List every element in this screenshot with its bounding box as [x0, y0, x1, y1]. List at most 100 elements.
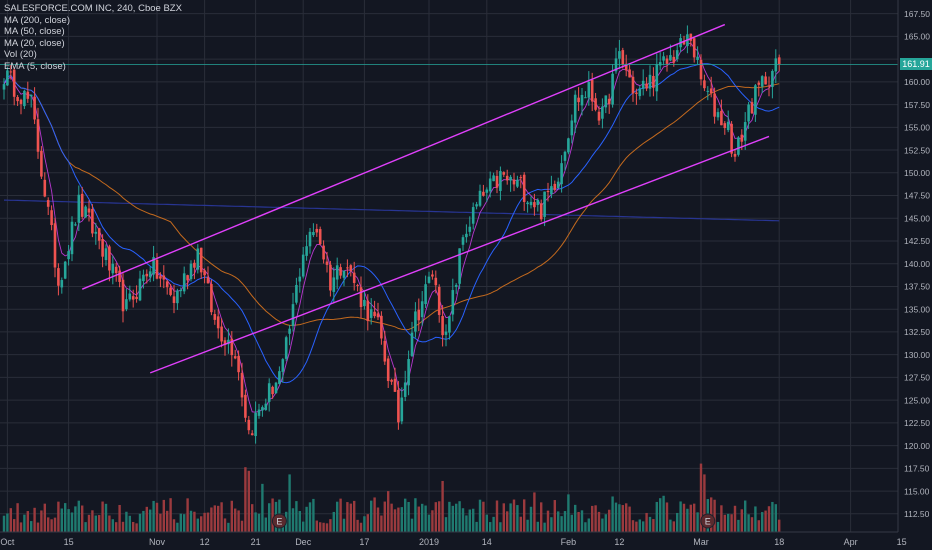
candle-body-101	[346, 267, 349, 269]
candle-30	[104, 244, 108, 266]
candle-body-161	[550, 186, 553, 195]
channel-line-lower	[149, 135, 770, 374]
volume-bar-62	[213, 505, 216, 532]
legend-symbol[interactable]: SALESFORCE.COM INC, 240, Cboe BZX	[4, 3, 182, 14]
candle-192	[655, 53, 659, 101]
volume-bar-77	[264, 517, 267, 532]
volume-bar-226	[771, 501, 774, 532]
candle-185	[631, 70, 635, 102]
candle-139	[475, 201, 478, 210]
volume-bar-112	[383, 501, 386, 532]
candle-145	[495, 170, 499, 194]
candle-body-68	[233, 356, 237, 359]
candle-45	[155, 253, 159, 280]
volume-bar-49	[169, 498, 172, 532]
legend-volume[interactable]: Vol (20)	[4, 49, 37, 60]
volume-bar-185	[631, 520, 635, 532]
candle-39	[135, 285, 138, 303]
candle-119	[407, 350, 410, 396]
volume-bar-122	[417, 506, 420, 532]
candle-body-24	[84, 206, 87, 218]
candle-body-119	[407, 358, 410, 386]
volume-bar-45	[155, 502, 159, 532]
candle-body-58	[199, 247, 203, 273]
candle-body-223	[760, 76, 764, 87]
candle-13	[46, 197, 50, 216]
candle-64	[220, 318, 223, 348]
candle-body-14	[50, 210, 53, 226]
volume-bar-1	[6, 513, 9, 532]
volume-bar-165	[563, 511, 567, 532]
time-tick-14: 15	[897, 537, 907, 547]
candle-body-182	[621, 50, 625, 65]
volume-bar-53	[183, 514, 186, 532]
candle-body-31	[108, 246, 111, 271]
candle-body-187	[638, 88, 642, 97]
volume-bar-110	[376, 507, 380, 532]
candle-body-183	[624, 63, 628, 71]
volume-bar-183	[625, 503, 628, 532]
candle-body-57	[196, 248, 200, 270]
legend-ema5[interactable]: EMA (5, close)	[4, 60, 66, 72]
candle-body-162	[553, 183, 557, 190]
volume-bar-30	[104, 503, 108, 532]
candle-body-89	[305, 246, 308, 256]
candle-125	[427, 271, 431, 284]
candle-body-114	[390, 379, 393, 382]
candle-69	[237, 350, 240, 381]
legend-ma50[interactable]: MA (50, close)	[4, 26, 65, 37]
candle-195	[665, 55, 669, 72]
candle-11	[40, 146, 43, 180]
candle-34	[118, 265, 121, 288]
candle-80	[274, 381, 278, 394]
candle-56	[193, 259, 196, 280]
ema5-line	[3, 42, 780, 413]
volume-bar-40	[138, 513, 142, 532]
volume-bar-2	[9, 508, 12, 532]
volume-bar-164	[560, 516, 563, 532]
candle-100	[342, 270, 346, 287]
candle-0	[2, 78, 6, 100]
price-tick-1: 165.00	[904, 32, 930, 42]
volume-bar-168	[574, 504, 577, 532]
candle-body-43	[148, 271, 152, 278]
ma200-line	[3, 199, 780, 222]
candle-body-81	[278, 371, 281, 384]
volume-bar-39	[135, 523, 138, 532]
candle-27	[94, 222, 98, 245]
legend-ma20[interactable]: MA (20, close)	[4, 37, 65, 49]
legend-ma200[interactable]: MA (200, close)	[4, 14, 70, 26]
volume-bar-111	[380, 515, 383, 532]
candle-body-135	[461, 237, 465, 245]
candle-189	[645, 77, 648, 92]
volume-bar-156	[533, 492, 536, 532]
candle-body-176	[601, 106, 604, 119]
candle-184	[628, 64, 631, 78]
volume-bar-190	[648, 516, 652, 532]
candle-198	[675, 43, 679, 62]
candle-218	[743, 112, 747, 150]
candle-7	[26, 81, 30, 103]
candle-body-71	[244, 394, 247, 418]
candle-36	[125, 288, 128, 312]
price-axis[interactable]: 167.50 165.00 160.00 157.50 155.00 152.50 150.…	[897, 0, 932, 550]
time-axis[interactable]: Oct 15 Nov 12 21 Dec 17 2019 14 Feb 12 Mar 18 Apr 15	[0, 531, 932, 550]
volume-bar-12	[43, 503, 46, 532]
trend-channel[interactable]	[81, 23, 770, 374]
candle-body-67	[230, 338, 234, 356]
candle-body-140	[478, 190, 482, 206]
candle-body-94	[322, 245, 325, 260]
candle-112	[383, 330, 387, 365]
candle-body-23	[80, 193, 84, 217]
candle-body-200	[682, 41, 686, 45]
price-tick-0: 167.50	[904, 9, 930, 19]
volume-bar-70	[240, 520, 244, 532]
candle-body-137	[468, 226, 472, 232]
candle-93	[318, 226, 322, 246]
candle-body-29	[101, 239, 104, 257]
candle-body-196	[669, 55, 672, 61]
candle-body-110	[376, 313, 380, 318]
volume-bar-128	[438, 501, 441, 532]
